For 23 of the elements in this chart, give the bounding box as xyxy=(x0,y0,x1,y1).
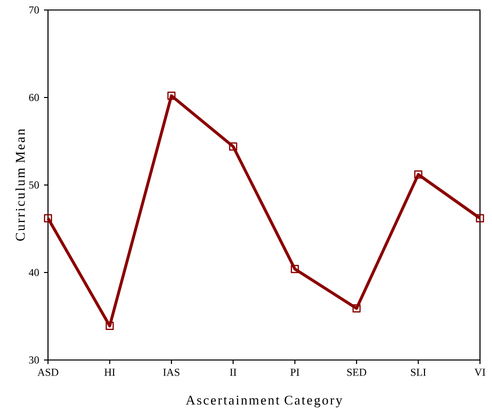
x-axis-title: Ascertainment Category xyxy=(186,396,342,408)
x-tick-label: II xyxy=(230,368,236,376)
x-tick-label: SLI xyxy=(410,368,426,376)
y-tick-label: 40 xyxy=(28,268,39,276)
y-tick-label: 60 xyxy=(29,94,39,102)
x-tick-label: SED xyxy=(347,368,366,376)
point xyxy=(414,170,422,179)
x-tick-label: IAS xyxy=(163,368,180,376)
point xyxy=(290,264,299,274)
x-tick-label: PI xyxy=(290,368,300,376)
point xyxy=(167,92,176,100)
y-tick-label: 30 xyxy=(29,356,39,364)
point xyxy=(352,304,361,312)
y-tick-label: 50 xyxy=(29,181,39,189)
point xyxy=(229,142,238,151)
point xyxy=(106,322,114,330)
x-tick-label: VI xyxy=(474,368,486,376)
point xyxy=(44,214,52,222)
y-axis-title: Curriculum Mean xyxy=(15,128,25,241)
x-tick-label: HI xyxy=(104,368,115,376)
y-tick-label: 70 xyxy=(29,6,39,14)
point xyxy=(476,214,484,222)
x-tick-label: ASD xyxy=(37,368,58,376)
